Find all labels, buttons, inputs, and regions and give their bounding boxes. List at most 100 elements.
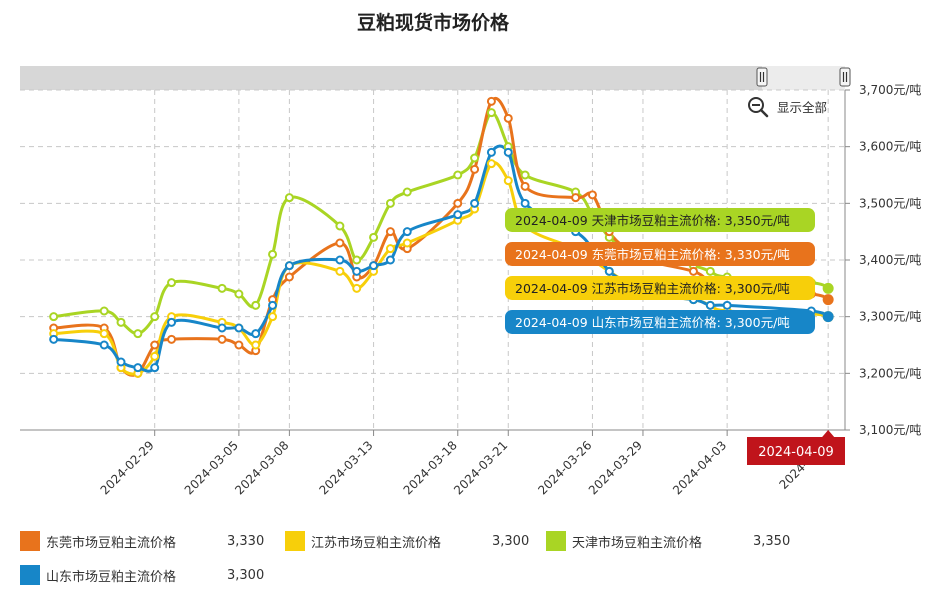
data-point[interactable] — [217, 283, 227, 293]
data-point[interactable] — [722, 300, 732, 310]
data-point[interactable] — [352, 283, 362, 293]
data-point[interactable] — [150, 340, 160, 350]
data-point[interactable] — [385, 244, 395, 254]
data-point[interactable] — [402, 238, 412, 248]
data-point[interactable] — [822, 311, 834, 323]
legend-swatch — [546, 531, 566, 551]
data-point[interactable] — [705, 300, 715, 310]
data-point[interactable] — [520, 198, 530, 208]
navigator-selection[interactable] — [762, 66, 845, 90]
data-point[interactable] — [688, 266, 698, 276]
data-point[interactable] — [352, 255, 362, 265]
tooltip-text: 2024-04-09 东莞市场豆粕主流价格: 3,330元/吨 — [515, 247, 790, 262]
data-point[interactable] — [167, 317, 177, 327]
data-point[interactable] — [335, 221, 345, 231]
data-point[interactable] — [369, 261, 379, 271]
y-tick-label: 3,400元/吨 — [859, 253, 921, 267]
data-point[interactable] — [470, 153, 480, 163]
data-point[interactable] — [268, 312, 278, 322]
navigator-handle-right[interactable] — [839, 67, 851, 87]
data-point[interactable] — [133, 329, 143, 339]
data-point[interactable] — [385, 227, 395, 237]
data-point[interactable] — [284, 261, 294, 271]
data-point[interactable] — [402, 187, 412, 197]
data-point[interactable] — [251, 300, 261, 310]
data-point[interactable] — [402, 227, 412, 237]
data-point[interactable] — [99, 306, 109, 316]
tooltip-box — [505, 310, 815, 334]
data-point[interactable] — [150, 351, 160, 361]
data-point[interactable] — [116, 317, 126, 327]
data-point[interactable] — [486, 108, 496, 118]
data-point[interactable] — [470, 164, 480, 174]
data-point[interactable] — [571, 193, 581, 203]
reset-zoom-button[interactable]: 显示全部 — [777, 100, 827, 115]
data-point[interactable] — [217, 323, 227, 333]
legend-label: 江苏市场豆粕主流价格 — [311, 535, 442, 551]
data-point[interactable] — [335, 255, 345, 265]
x-tick-label: 2024-02-29 — [98, 438, 157, 497]
data-point[interactable] — [369, 232, 379, 242]
data-point[interactable] — [503, 113, 513, 123]
data-point[interactable] — [486, 147, 496, 157]
y-tick-label: 3,600元/吨 — [859, 140, 921, 154]
legend-item[interactable]: 天津市场豆粕主流价格 3,350 — [546, 530, 796, 552]
data-point[interactable] — [99, 329, 109, 339]
data-point[interactable] — [284, 272, 294, 282]
data-point[interactable] — [133, 363, 143, 373]
data-point[interactable] — [234, 289, 244, 299]
data-point[interactable] — [486, 159, 496, 169]
crosshair-date-label: 2024-04-09 — [758, 445, 834, 460]
data-point[interactable] — [251, 329, 261, 339]
tooltip-box — [505, 276, 815, 300]
data-point[interactable] — [251, 340, 261, 350]
y-tick-label: 3,200元/吨 — [859, 366, 921, 380]
data-point[interactable] — [99, 340, 109, 350]
data-point[interactable] — [167, 334, 177, 344]
data-point[interactable] — [234, 323, 244, 333]
data-point[interactable] — [822, 282, 834, 294]
y-tick-label: 3,500元/吨 — [859, 196, 921, 210]
data-point[interactable] — [49, 334, 59, 344]
data-point[interactable] — [150, 363, 160, 373]
legend-item[interactable]: 山东市场豆粕主流价格 3,300 — [20, 564, 270, 586]
data-point[interactable] — [520, 181, 530, 191]
data-point[interactable] — [453, 198, 463, 208]
data-point[interactable] — [167, 278, 177, 288]
data-point[interactable] — [335, 238, 345, 248]
legend-swatch — [285, 531, 305, 551]
legend-item[interactable]: 江苏市场豆粕主流价格 3,300 — [285, 530, 535, 552]
data-point[interactable] — [520, 170, 530, 180]
data-point[interactable] — [335, 266, 345, 276]
data-point[interactable] — [268, 249, 278, 259]
legend-value: 3,300 — [227, 567, 265, 583]
legend-value: 3,330 — [227, 533, 265, 549]
data-point[interactable] — [234, 340, 244, 350]
x-tick-label: 2024-03-21 — [451, 438, 510, 497]
data-point[interactable] — [503, 147, 513, 157]
data-point[interactable] — [453, 210, 463, 220]
tooltip-text: 2024-04-09 江苏市场豆粕主流价格: 3,300元/吨 — [515, 281, 790, 296]
data-point[interactable] — [486, 96, 496, 106]
data-point[interactable] — [268, 300, 278, 310]
data-point[interactable] — [503, 176, 513, 186]
data-point[interactable] — [116, 357, 126, 367]
legend-item[interactable]: 东莞市场豆粕主流价格 3,330 — [20, 530, 270, 552]
data-point[interactable] — [822, 294, 834, 306]
data-point[interactable] — [150, 312, 160, 322]
tooltip-box — [505, 208, 815, 232]
data-point[interactable] — [705, 266, 715, 276]
data-point[interactable] — [352, 266, 362, 276]
data-point[interactable] — [385, 255, 395, 265]
zoom-out-icon[interactable] — [748, 97, 764, 113]
data-point[interactable] — [217, 334, 227, 344]
navigator-track[interactable] — [20, 66, 845, 90]
navigator-handle-left[interactable] — [756, 67, 768, 87]
data-point[interactable] — [604, 266, 614, 276]
data-point[interactable] — [49, 312, 59, 322]
data-point[interactable] — [470, 198, 480, 208]
data-point[interactable] — [385, 198, 395, 208]
data-point[interactable] — [587, 190, 597, 200]
data-point[interactable] — [453, 170, 463, 180]
data-point[interactable] — [284, 193, 294, 203]
